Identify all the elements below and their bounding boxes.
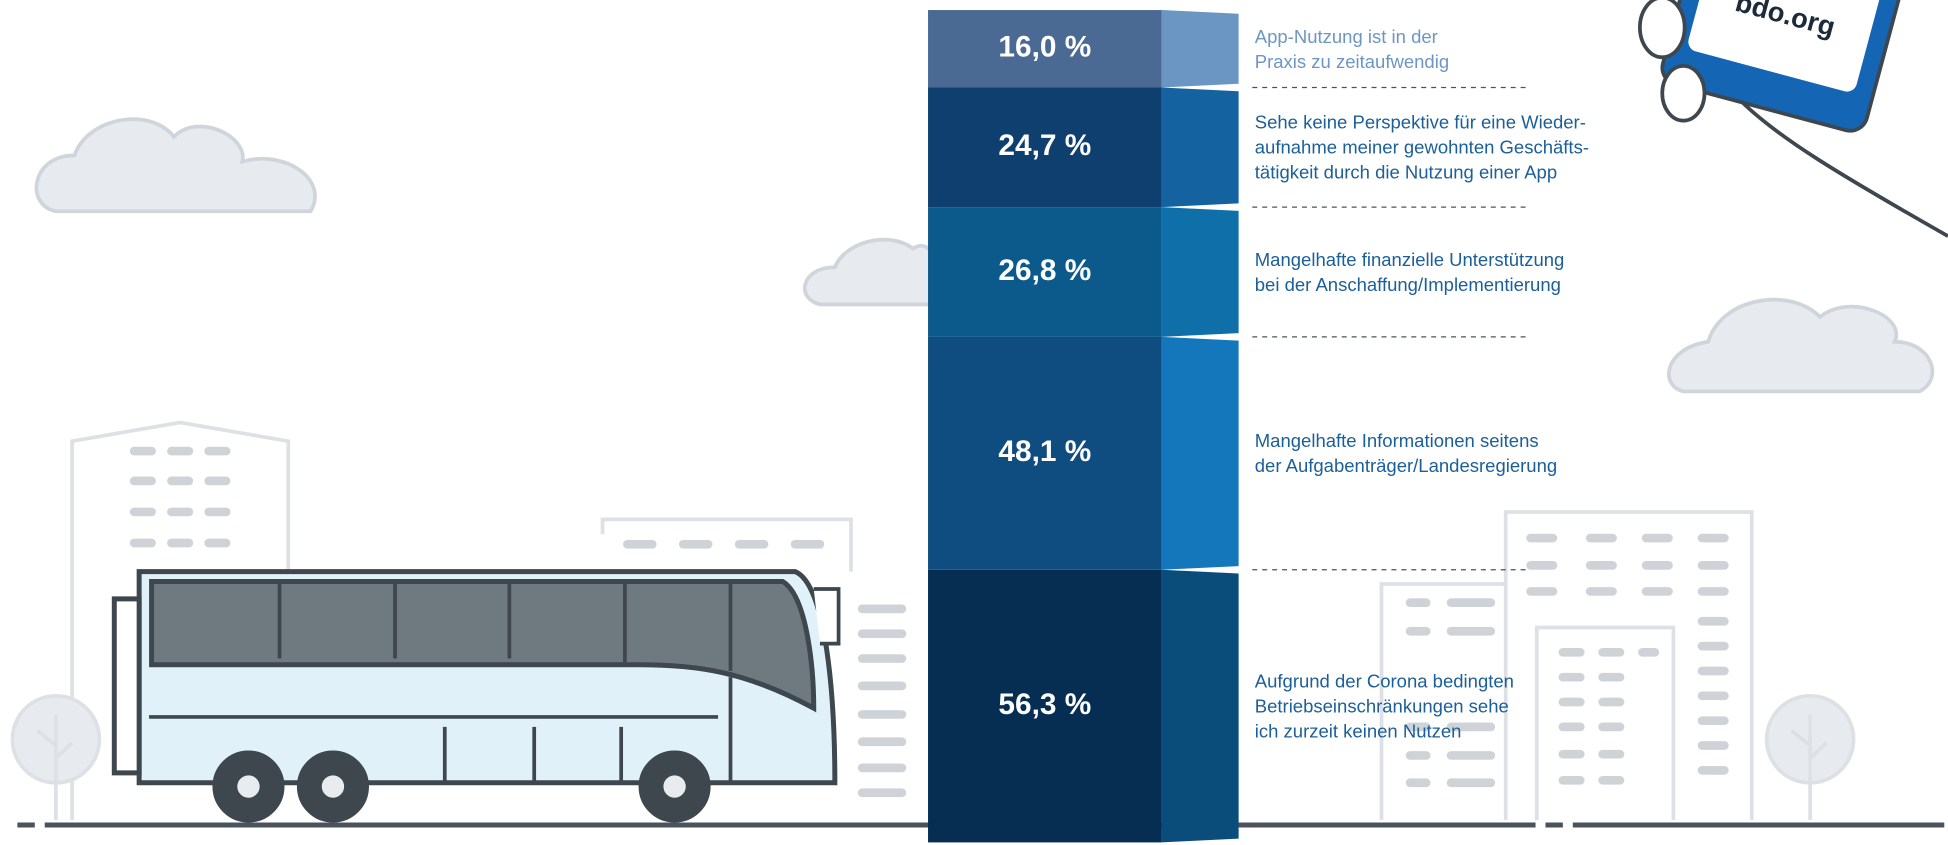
block-side [1162, 10, 1239, 87]
category-label: Aufgrund der Corona bedingten Betriebsei… [1255, 669, 1514, 744]
category-label: Mangelhafte Informationen seitens der Au… [1255, 428, 1557, 478]
value-label: 24,7 % [998, 129, 1091, 162]
infographic: bdo.org 56,3 % 48,1 % 26,8 % 24,7 % 16,0 % A… [0, 0, 1948, 845]
value-label: 56,3 % [998, 688, 1091, 721]
category-label: App-Nutzung ist in der Praxis zu zeitauf… [1255, 24, 1449, 74]
chart: bdo.org 56,3 % 48,1 % 26,8 % 24,7 % 16,0 % [0, 0, 1948, 845]
block-side [1162, 337, 1239, 570]
value-label: 26,8 % [998, 254, 1091, 287]
category-label: Mangelhafte finanzielle Unterstützung be… [1255, 247, 1565, 297]
category-label: Sehe keine Perspektive für eine Wieder- … [1255, 110, 1589, 185]
phone: bdo.org [1640, 0, 1948, 236]
block-side [1162, 207, 1239, 337]
value-label: 48,1 % [998, 435, 1091, 468]
bus [114, 572, 838, 820]
value-label: 16,0 % [998, 31, 1091, 64]
block-side [1162, 88, 1239, 208]
block-side [1162, 570, 1239, 843]
